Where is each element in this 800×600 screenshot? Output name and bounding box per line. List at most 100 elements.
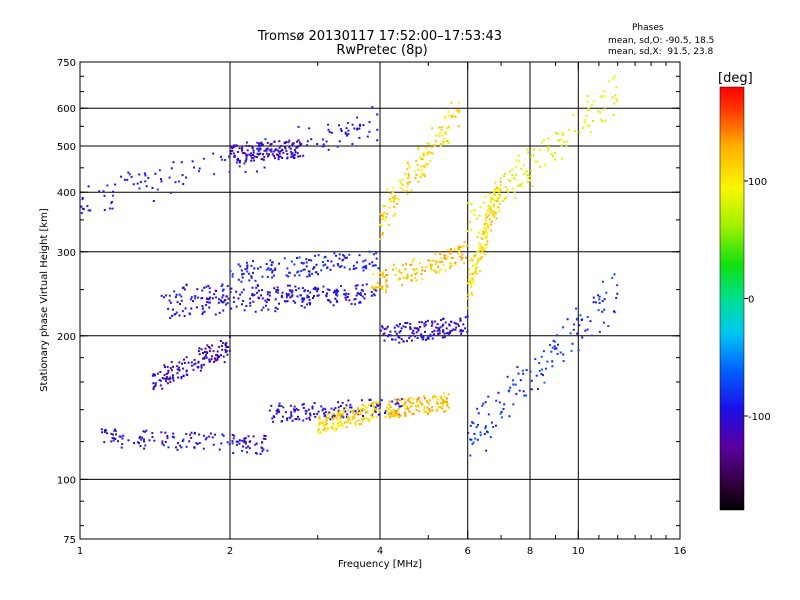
data-point: [258, 148, 260, 151]
data-point: [236, 440, 239, 443]
data-point: [245, 305, 248, 307]
data-point: [230, 152, 232, 155]
data-point: [459, 255, 462, 258]
data-point: [527, 176, 530, 179]
data-point: [365, 406, 368, 409]
data-point: [535, 374, 538, 377]
data-point: [305, 265, 308, 268]
data-point: [248, 145, 251, 147]
data-point: [470, 282, 473, 285]
data-point: [216, 358, 219, 361]
data-point: [235, 305, 238, 308]
data-point: [448, 114, 451, 117]
data-point: [334, 407, 337, 410]
data-point: [377, 413, 380, 416]
data-point: [450, 256, 453, 259]
data-point: [169, 380, 172, 383]
data-point: [430, 324, 433, 327]
data-point: [206, 352, 209, 355]
data-point: [370, 403, 373, 405]
data-point: [339, 424, 342, 427]
data-point: [296, 295, 299, 298]
data-point: [471, 443, 474, 446]
data-point: [208, 306, 211, 309]
data-point: [276, 307, 279, 310]
data-point: [274, 149, 277, 152]
data-point: [274, 298, 277, 301]
data-point: [365, 283, 368, 286]
data-point: [278, 262, 280, 265]
data-point: [200, 366, 203, 369]
data-point: [417, 146, 420, 149]
data-point: [407, 397, 410, 400]
data-point: [439, 260, 442, 263]
data-point: [170, 361, 173, 363]
data-point: [408, 336, 411, 339]
data-point: [148, 439, 151, 442]
data-point: [390, 338, 393, 341]
data-point: [159, 178, 162, 181]
data-point: [257, 145, 260, 148]
data-point: [385, 216, 388, 219]
data-point: [287, 275, 290, 278]
y-axis-label: Stationary phase Virtual Height [km]: [39, 208, 50, 392]
data-point: [266, 141, 269, 144]
data-point: [520, 167, 523, 170]
data-point: [428, 403, 430, 405]
data-point: [481, 230, 484, 233]
data-point: [444, 117, 447, 120]
data-point: [485, 227, 487, 230]
data-point: [383, 339, 386, 342]
data-point: [416, 271, 419, 274]
data-point: [257, 267, 259, 270]
data-point: [481, 233, 484, 236]
data-point: [182, 286, 185, 289]
data-point: [343, 289, 346, 292]
data-point: [494, 424, 497, 427]
data-point: [252, 435, 255, 438]
data-point: [485, 234, 488, 237]
data-point: [294, 285, 297, 288]
data-point: [270, 261, 273, 264]
data-point: [493, 210, 496, 213]
data-point: [117, 440, 119, 443]
data-point: [193, 432, 196, 435]
data-point: [594, 301, 597, 304]
data-point: [300, 304, 303, 307]
data-point: [273, 416, 276, 418]
data-point: [520, 185, 523, 188]
y-tick-label: 75: [63, 535, 76, 546]
data-point: [435, 326, 438, 329]
data-point: [225, 342, 228, 344]
data-point: [401, 264, 404, 267]
data-point: [517, 185, 520, 187]
data-point: [259, 147, 262, 150]
data-point: [450, 101, 453, 104]
data-point: [374, 408, 376, 411]
data-point: [353, 298, 356, 301]
data-point: [441, 260, 444, 263]
data-point: [241, 152, 244, 155]
data-point: [254, 310, 257, 313]
data-point: [315, 263, 318, 266]
data-point: [402, 325, 405, 328]
data-point: [161, 442, 164, 445]
data-point: [529, 370, 532, 373]
data-point: [458, 111, 461, 114]
data-point: [327, 299, 330, 301]
data-point: [151, 432, 154, 435]
data-point: [438, 131, 441, 134]
data-point: [268, 409, 271, 412]
data-point: [130, 175, 133, 178]
data-point: [372, 412, 375, 415]
data-point: [373, 294, 376, 297]
data-point: [471, 264, 474, 267]
data-point: [112, 433, 114, 436]
data-point: [102, 190, 105, 193]
data-point: [443, 256, 446, 259]
data-point: [193, 166, 195, 169]
data-point: [441, 407, 444, 410]
data-point: [263, 156, 266, 158]
data-point: [558, 139, 560, 142]
data-point: [588, 124, 591, 127]
